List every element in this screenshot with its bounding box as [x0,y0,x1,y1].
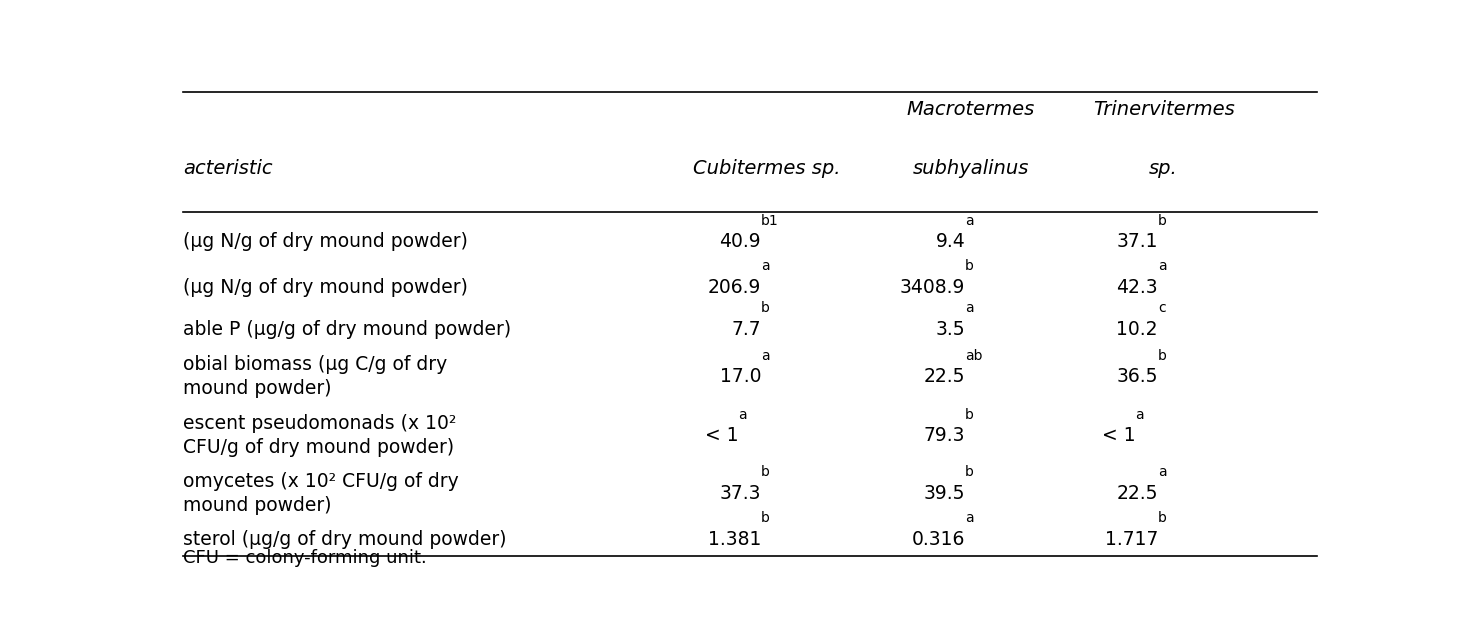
Text: able P (μg/g of dry mound powder): able P (μg/g of dry mound powder) [183,319,511,339]
Text: 9.4: 9.4 [935,232,966,252]
Text: 37.3: 37.3 [720,484,761,502]
Text: < 1: < 1 [1102,426,1135,445]
Text: 1.717: 1.717 [1105,529,1159,548]
Text: (μg N/g of dry mound powder): (μg N/g of dry mound powder) [183,232,468,252]
Text: b: b [1159,349,1167,363]
Text: Macrotermes: Macrotermes [907,100,1034,118]
Text: sterol (μg/g of dry mound powder): sterol (μg/g of dry mound powder) [183,529,506,548]
Text: b: b [1159,214,1167,228]
Text: a: a [966,511,974,525]
Text: b: b [966,259,974,273]
Text: c: c [1159,301,1166,316]
Text: omycetes (x 10² CFU/g of dry
mound powder): omycetes (x 10² CFU/g of dry mound powde… [183,472,458,515]
Text: ab: ab [966,349,983,363]
Text: a: a [966,301,974,316]
Text: 40.9: 40.9 [720,232,761,252]
Text: 17.0: 17.0 [720,367,761,386]
Text: b: b [966,465,974,479]
Text: b: b [966,408,974,422]
Text: 1.381: 1.381 [708,529,761,548]
Text: 10.2: 10.2 [1116,319,1159,339]
Text: (μg N/g of dry mound powder): (μg N/g of dry mound powder) [183,278,468,297]
Text: a: a [761,349,770,363]
Text: acteristic: acteristic [183,159,272,178]
Text: 22.5: 22.5 [923,367,966,386]
Text: sp.: sp. [1150,159,1178,178]
Text: a: a [1159,465,1166,479]
Text: 7.7: 7.7 [732,319,761,339]
Text: Trinervitermes: Trinervitermes [1093,100,1235,118]
Text: a: a [1135,408,1144,422]
Text: 42.3: 42.3 [1116,278,1159,297]
Text: b: b [761,465,770,479]
Text: b1: b1 [761,214,778,228]
Text: 39.5: 39.5 [923,484,966,502]
Text: Cubitermes sp.: Cubitermes sp. [693,159,841,178]
Text: subhyalinus: subhyalinus [913,159,1028,178]
Text: b: b [761,511,770,525]
Text: CFU = colony-forming unit.: CFU = colony-forming unit. [183,549,427,567]
Text: b: b [1159,511,1167,525]
Text: 0.316: 0.316 [911,529,966,548]
Text: 22.5: 22.5 [1116,484,1159,502]
Text: a: a [739,408,748,422]
Text: escent pseudomonads (x 10²
CFU/g of dry mound powder): escent pseudomonads (x 10² CFU/g of dry … [183,414,456,457]
Text: b: b [761,301,770,316]
Text: a: a [761,259,770,273]
Text: 79.3: 79.3 [923,426,966,445]
Text: 206.9: 206.9 [708,278,761,297]
Text: a: a [1159,259,1166,273]
Text: obial biomass (μg C/g of dry
mound powder): obial biomass (μg C/g of dry mound powde… [183,355,448,398]
Text: 36.5: 36.5 [1116,367,1159,386]
Text: 3.5: 3.5 [936,319,966,339]
Text: 3408.9: 3408.9 [900,278,966,297]
Text: < 1: < 1 [705,426,739,445]
Text: 37.1: 37.1 [1116,232,1159,252]
Text: a: a [966,214,974,228]
